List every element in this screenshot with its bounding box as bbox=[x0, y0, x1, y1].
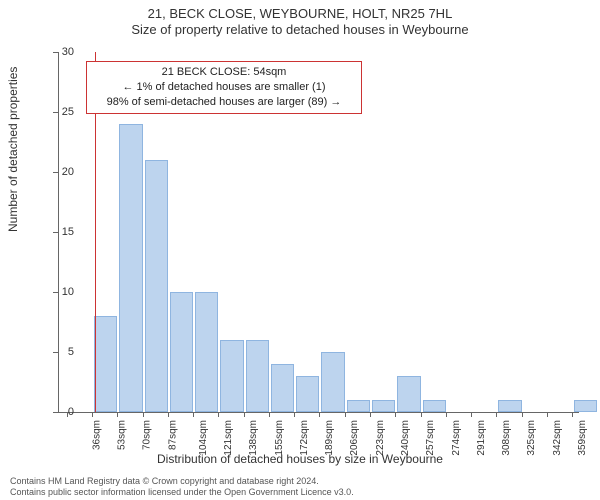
bar bbox=[347, 400, 370, 412]
x-tick-label: 189sqm bbox=[324, 420, 335, 456]
title-line-2: Size of property relative to detached ho… bbox=[0, 22, 600, 38]
x-tick-label: 87sqm bbox=[167, 420, 178, 450]
bar bbox=[220, 340, 243, 412]
x-tick-mark bbox=[117, 412, 118, 417]
x-tick-label: 240sqm bbox=[400, 420, 411, 456]
title-line-1: 21, BECK CLOSE, WEYBOURNE, HOLT, NR25 7H… bbox=[0, 6, 600, 22]
x-tick-mark bbox=[244, 412, 245, 417]
bar bbox=[574, 400, 597, 412]
x-tick-label: 155sqm bbox=[274, 420, 285, 456]
y-tick-mark bbox=[53, 52, 58, 53]
x-tick-label: 172sqm bbox=[299, 420, 310, 456]
bar bbox=[119, 124, 142, 412]
callout-box: 21 BECK CLOSE: 54sqm ← 1% of detached ho… bbox=[86, 61, 362, 114]
x-tick-mark bbox=[92, 412, 93, 417]
bar bbox=[246, 340, 269, 412]
bar bbox=[372, 400, 395, 412]
x-tick-label: 274sqm bbox=[451, 420, 462, 456]
x-tick-label: 206sqm bbox=[350, 420, 361, 456]
y-tick-label: 15 bbox=[44, 226, 74, 238]
x-tick-mark bbox=[370, 412, 371, 417]
x-tick-label: 104sqm bbox=[198, 420, 209, 456]
bar bbox=[94, 316, 117, 412]
y-tick-mark bbox=[53, 352, 58, 353]
x-tick-mark bbox=[67, 412, 68, 417]
bar bbox=[498, 400, 521, 412]
x-tick-mark bbox=[446, 412, 447, 417]
x-tick-mark bbox=[294, 412, 295, 417]
x-tick-label: 121sqm bbox=[223, 420, 234, 456]
x-tick-mark bbox=[218, 412, 219, 417]
y-axis-label: Number of detached properties bbox=[6, 67, 20, 232]
y-tick-mark bbox=[53, 292, 58, 293]
x-tick-mark bbox=[395, 412, 396, 417]
x-tick-mark bbox=[547, 412, 548, 417]
callout-line-3: 98% of semi-detached houses are larger (… bbox=[95, 95, 353, 110]
y-tick-mark bbox=[53, 112, 58, 113]
x-tick-label: 53sqm bbox=[117, 420, 128, 450]
x-tick-mark bbox=[345, 412, 346, 417]
bar bbox=[321, 352, 344, 412]
x-tick-label: 325sqm bbox=[526, 420, 537, 456]
y-tick-label: 25 bbox=[44, 106, 74, 118]
callout-line-2: ← 1% of detached houses are smaller (1) bbox=[95, 80, 353, 95]
x-tick-mark bbox=[168, 412, 169, 417]
chart-container: 21, BECK CLOSE, WEYBOURNE, HOLT, NR25 7H… bbox=[0, 0, 600, 500]
x-tick-mark bbox=[421, 412, 422, 417]
x-tick-mark bbox=[319, 412, 320, 417]
x-tick-label: 308sqm bbox=[501, 420, 512, 456]
x-tick-label: 342sqm bbox=[552, 420, 563, 456]
bar bbox=[423, 400, 446, 412]
x-tick-label: 36sqm bbox=[91, 420, 102, 450]
bar bbox=[271, 364, 294, 412]
y-tick-mark bbox=[53, 412, 58, 413]
x-tick-label: 223sqm bbox=[375, 420, 386, 456]
y-tick-label: 10 bbox=[44, 286, 74, 298]
x-tick-mark bbox=[269, 412, 270, 417]
y-tick-label: 0 bbox=[44, 406, 74, 418]
y-tick-label: 5 bbox=[44, 346, 74, 358]
x-tick-label: 359sqm bbox=[577, 420, 588, 456]
x-tick-mark bbox=[496, 412, 497, 417]
bar bbox=[195, 292, 218, 412]
y-tick-mark bbox=[53, 172, 58, 173]
x-tick-mark bbox=[471, 412, 472, 417]
x-tick-label: 257sqm bbox=[425, 420, 436, 456]
x-tick-label: 138sqm bbox=[249, 420, 260, 456]
footer-line-1: Contains HM Land Registry data © Crown c… bbox=[10, 476, 590, 487]
y-tick-label: 30 bbox=[44, 46, 74, 58]
bar bbox=[296, 376, 319, 412]
callout-line-1: 21 BECK CLOSE: 54sqm bbox=[95, 65, 353, 80]
bar bbox=[170, 292, 193, 412]
footer-attribution: Contains HM Land Registry data © Crown c… bbox=[10, 476, 590, 498]
y-tick-label: 20 bbox=[44, 166, 74, 178]
x-tick-mark bbox=[193, 412, 194, 417]
x-tick-mark bbox=[522, 412, 523, 417]
x-tick-mark bbox=[572, 412, 573, 417]
footer-line-2: Contains public sector information licen… bbox=[10, 487, 590, 498]
x-tick-label: 291sqm bbox=[476, 420, 487, 456]
bar bbox=[397, 376, 420, 412]
title-block: 21, BECK CLOSE, WEYBOURNE, HOLT, NR25 7H… bbox=[0, 0, 600, 39]
y-tick-mark bbox=[53, 232, 58, 233]
x-tick-mark bbox=[143, 412, 144, 417]
bar bbox=[145, 160, 168, 412]
x-tick-label: 70sqm bbox=[142, 420, 153, 450]
